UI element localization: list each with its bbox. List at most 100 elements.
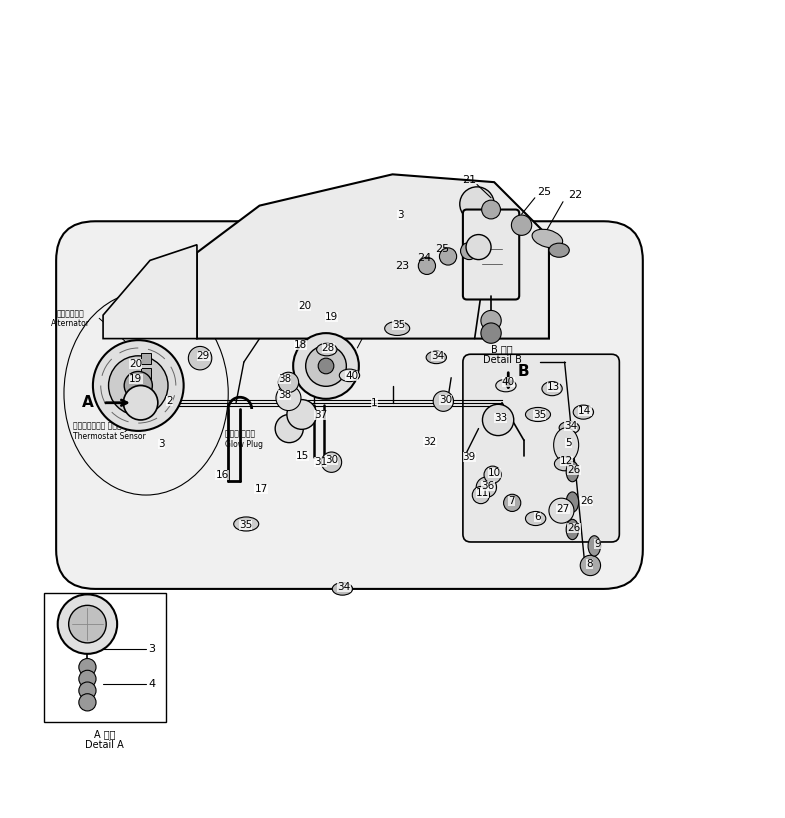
- Circle shape: [287, 400, 316, 429]
- Circle shape: [511, 215, 531, 236]
- Text: グロー プラグ: グロー プラグ: [225, 429, 255, 438]
- Ellipse shape: [573, 405, 593, 419]
- Ellipse shape: [549, 243, 569, 257]
- Circle shape: [440, 248, 457, 265]
- Text: 26: 26: [568, 465, 581, 475]
- Text: 3: 3: [159, 439, 165, 449]
- Circle shape: [460, 187, 495, 221]
- Text: 7: 7: [508, 497, 515, 506]
- Circle shape: [124, 371, 152, 400]
- FancyBboxPatch shape: [57, 221, 643, 589]
- Circle shape: [461, 242, 478, 259]
- PathPatch shape: [197, 174, 549, 339]
- Ellipse shape: [542, 382, 562, 396]
- Text: 21: 21: [462, 175, 476, 185]
- Circle shape: [481, 311, 502, 330]
- Circle shape: [279, 372, 298, 393]
- Ellipse shape: [566, 519, 579, 540]
- Text: Detail A: Detail A: [86, 740, 124, 750]
- Circle shape: [188, 346, 212, 370]
- Text: 19: 19: [325, 312, 338, 321]
- Circle shape: [108, 356, 168, 416]
- Circle shape: [123, 385, 158, 420]
- Text: 9: 9: [594, 539, 601, 550]
- Circle shape: [305, 346, 346, 386]
- Circle shape: [93, 340, 184, 431]
- Circle shape: [276, 415, 303, 443]
- Text: 5: 5: [565, 438, 571, 448]
- Ellipse shape: [532, 229, 563, 248]
- Text: 35: 35: [239, 519, 252, 530]
- Circle shape: [321, 452, 341, 472]
- Circle shape: [58, 595, 117, 654]
- Text: 36: 36: [481, 481, 495, 491]
- Text: Oil Pressure Sensor: Oil Pressure Sensor: [185, 305, 259, 314]
- Text: 19: 19: [130, 375, 143, 384]
- Text: 32: 32: [423, 437, 436, 447]
- Ellipse shape: [385, 321, 410, 335]
- Text: オイル プレッシャ センサ: オイル プレッシャ センサ: [185, 295, 241, 304]
- Ellipse shape: [339, 369, 360, 382]
- Circle shape: [476, 477, 497, 497]
- Text: 22: 22: [568, 191, 582, 200]
- Ellipse shape: [553, 428, 579, 462]
- Circle shape: [466, 235, 491, 259]
- Text: 25: 25: [537, 187, 551, 197]
- Circle shape: [318, 358, 334, 374]
- Text: Glow Plug: Glow Plug: [225, 440, 263, 449]
- Text: 37: 37: [314, 411, 327, 420]
- Text: 27: 27: [557, 504, 570, 515]
- Ellipse shape: [316, 344, 337, 356]
- Text: 40: 40: [345, 371, 359, 381]
- Circle shape: [68, 605, 106, 643]
- Text: A 詳細: A 詳細: [94, 730, 115, 739]
- Text: 16: 16: [215, 470, 228, 480]
- Ellipse shape: [566, 461, 579, 482]
- Text: 38: 38: [278, 390, 291, 400]
- PathPatch shape: [103, 245, 197, 339]
- Text: サーモスタット センサ: サーモスタット センサ: [73, 422, 122, 431]
- Text: 30: 30: [325, 455, 338, 465]
- Text: 13: 13: [547, 382, 560, 392]
- Circle shape: [78, 670, 96, 687]
- Text: 14: 14: [579, 406, 592, 416]
- Ellipse shape: [234, 517, 259, 531]
- Text: Detail B: Detail B: [483, 355, 521, 365]
- Text: 38: 38: [278, 375, 291, 384]
- Text: 26: 26: [568, 523, 581, 533]
- Text: 3: 3: [397, 210, 403, 220]
- Ellipse shape: [588, 536, 601, 556]
- Text: 29: 29: [196, 351, 210, 361]
- Circle shape: [473, 487, 490, 504]
- Text: 40: 40: [502, 376, 515, 387]
- Text: 34: 34: [564, 421, 578, 431]
- Text: 2: 2: [166, 396, 173, 407]
- Bar: [45, 593, 166, 722]
- Bar: [141, 353, 151, 364]
- Circle shape: [78, 658, 96, 676]
- Ellipse shape: [554, 456, 575, 471]
- Text: 33: 33: [494, 413, 507, 424]
- Ellipse shape: [559, 421, 579, 434]
- Text: B: B: [517, 364, 529, 379]
- Text: 35: 35: [392, 320, 405, 330]
- Text: 28: 28: [322, 343, 335, 353]
- Circle shape: [418, 257, 436, 275]
- FancyBboxPatch shape: [463, 354, 619, 542]
- Circle shape: [580, 555, 601, 576]
- Text: 26: 26: [580, 497, 593, 506]
- Circle shape: [484, 466, 502, 483]
- Text: 24: 24: [418, 253, 432, 263]
- Text: 30: 30: [439, 394, 452, 405]
- Text: 4: 4: [148, 679, 155, 690]
- FancyBboxPatch shape: [463, 209, 519, 299]
- Text: 10: 10: [487, 468, 501, 479]
- Text: Starting Motor: Starting Motor: [378, 312, 434, 321]
- Text: 34: 34: [431, 351, 444, 361]
- Text: オルタネータ: オルタネータ: [57, 309, 84, 318]
- Circle shape: [503, 494, 520, 511]
- Text: 11: 11: [476, 488, 489, 498]
- Text: 34: 34: [338, 582, 351, 592]
- Text: 23: 23: [396, 261, 410, 271]
- Text: 15: 15: [296, 451, 309, 461]
